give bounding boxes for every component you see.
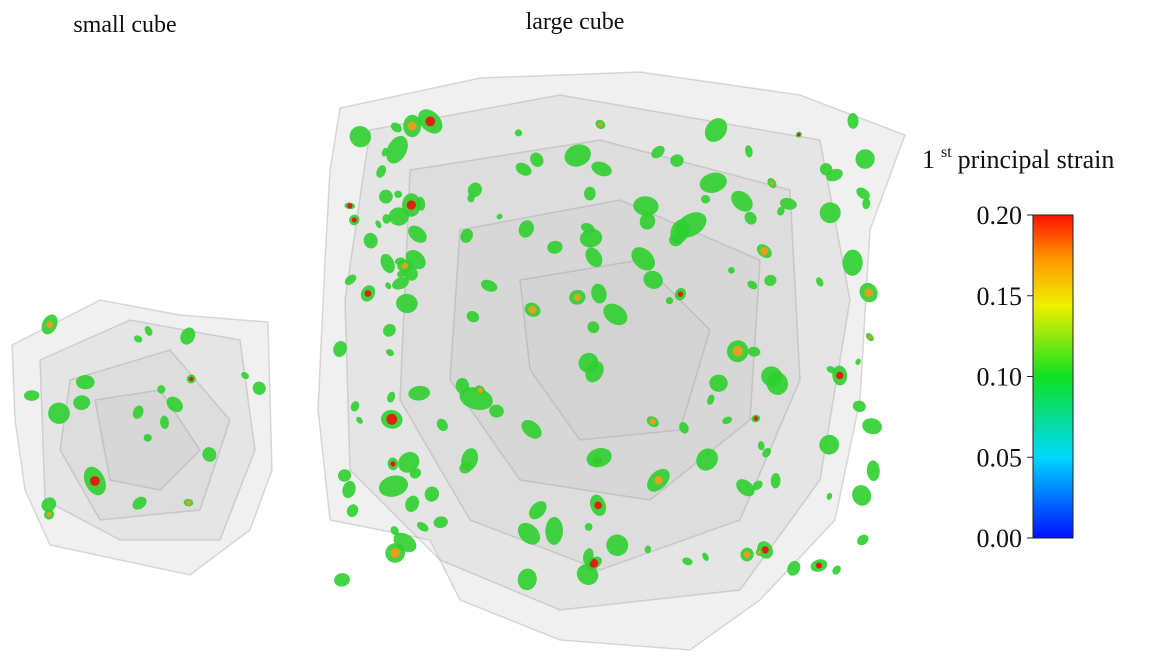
- strain-hotspot: [864, 288, 873, 297]
- strain-hotspot: [347, 203, 352, 208]
- strain-hotspot: [816, 563, 822, 569]
- strain-spot: [861, 416, 884, 436]
- strain-hotspot: [654, 476, 663, 485]
- colorbar-title-sup: st: [941, 144, 952, 161]
- strain-hotspot: [754, 416, 759, 421]
- strain-hotspot: [46, 321, 53, 328]
- colorbar-title-prefix: 1: [922, 145, 935, 174]
- strain-spot: [849, 482, 874, 508]
- strain-hotspot: [408, 122, 417, 131]
- tick-label: 0.20: [977, 201, 1023, 230]
- strain-hotspot: [770, 181, 774, 185]
- strain-spot: [76, 375, 95, 389]
- strain-hotspot: [594, 502, 602, 510]
- tick-label: 0.05: [977, 443, 1023, 472]
- strain-hotspot: [407, 200, 416, 209]
- panel-label: large cube: [526, 9, 625, 35]
- colorbar-ticks: 0.00 0.05 0.10 0.15 0.20: [977, 201, 1034, 553]
- small-cube-render: [12, 300, 272, 575]
- strain-hotspot: [528, 306, 536, 314]
- strain-hotspot: [390, 548, 400, 558]
- tick-label: 0.00: [977, 524, 1023, 553]
- strain-hotspot: [797, 133, 800, 136]
- panel-label: small cube: [73, 12, 176, 38]
- strain-spot: [855, 532, 871, 547]
- colorbar: [1033, 215, 1073, 538]
- strain-hotspot: [386, 414, 397, 425]
- strain-hotspot: [189, 377, 193, 381]
- strain-hotspot: [732, 346, 743, 357]
- strain-hotspot: [678, 291, 683, 296]
- strain-hotspot: [186, 500, 191, 505]
- strain-hotspot: [868, 336, 871, 339]
- strain-hotspot: [744, 551, 751, 558]
- strain-hotspot: [758, 550, 762, 554]
- strain-hotspot: [352, 217, 357, 222]
- figure: small cube large cube 1 st principal strai…: [0, 0, 1149, 660]
- tick-label: 0.10: [977, 363, 1023, 392]
- strain-hotspot: [425, 117, 435, 127]
- strain-spot: [831, 564, 843, 576]
- colorbar-title: 1 st principal strain: [922, 144, 1114, 174]
- colorbar-title-rest: principal strain: [958, 145, 1115, 174]
- strain-hotspot: [47, 512, 52, 517]
- strain-hotspot: [598, 122, 602, 126]
- strain-spot: [866, 460, 880, 481]
- strain-hotspot: [650, 418, 656, 424]
- strain-hotspot: [760, 247, 768, 255]
- strain-hotspot: [574, 294, 581, 301]
- strain-hotspot: [365, 290, 372, 297]
- tick-label: 0.15: [977, 282, 1023, 311]
- strain-spot: [333, 572, 351, 588]
- strain-hotspot: [90, 476, 100, 486]
- strain-hotspot: [390, 461, 395, 466]
- strain-hotspot: [477, 388, 483, 394]
- strain-hotspot: [836, 372, 843, 379]
